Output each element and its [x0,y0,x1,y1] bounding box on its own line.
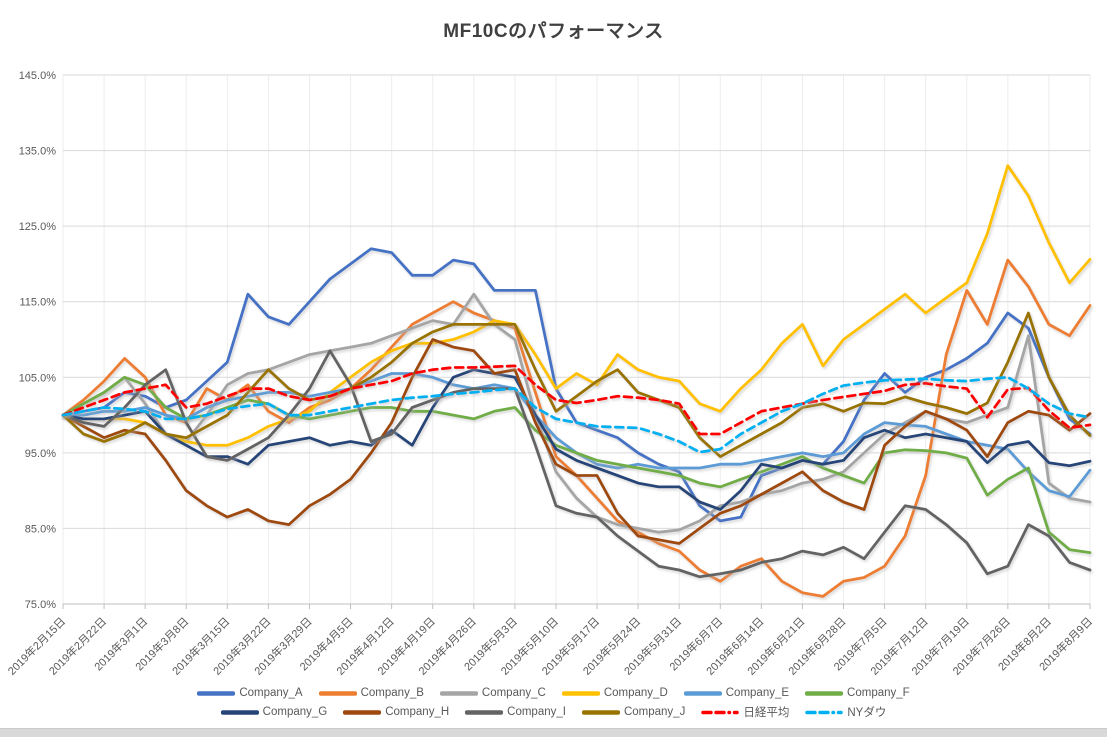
legend-item-nikkei[interactable]: 日経平均 [701,704,789,720]
legend-item-company_a[interactable]: Company_A [197,687,303,699]
legend-row: Company_A Company_B Company_C Company_D Comp… [197,687,910,699]
series-line-company_d[interactable] [61,164,1092,447]
series-line-company_g[interactable] [61,368,1092,511]
series-line-nikkei[interactable] [61,364,1092,436]
legend-label-company_d: Company_D [603,687,668,699]
y-tick-label: 145.0% [19,70,57,82]
legend-label-company_a: Company_A [239,687,303,699]
series-line-company_f[interactable] [61,375,1092,554]
legend-label-company_c: Company_C [481,687,546,699]
legend-line-sample-company_f [805,690,844,696]
legend-line-sample-company_b [318,690,357,696]
legend-label-company_b: Company_B [360,687,424,699]
line-chart-plot: 145.0% 135.0% 125.0% 115.0% 105.0% 95.0% 85.0%… [5,70,1096,678]
legend-line-sample-company_i [465,709,504,715]
y-tick-label: 105.0% [19,372,57,384]
legend-label-nikkei: 日経平均 [743,707,790,719]
legend-item-company_d[interactable]: Company_D [561,687,668,699]
series-line-company_b[interactable] [61,258,1092,598]
y-tick-label: 85.0% [25,523,56,535]
legend-label-company_i: Company_I [507,706,566,718]
legend-label-company_h: Company_H [385,706,450,718]
legend-line-sample-company_a [197,690,236,696]
legend-label-company_j: Company_J [623,706,686,718]
window-bottom-edge [0,728,1107,737]
legend-line-sample-company_e [683,690,722,696]
legend-item-company_f[interactable]: Company_F [805,687,910,699]
legend-line-sample-company_h [343,709,382,715]
legend-item-company_b[interactable]: Company_B [318,687,424,699]
legend-item-nydow[interactable]: NYダウ [805,704,886,720]
y-tick-label: 75.0% [25,599,56,611]
legend-item-company_g[interactable]: Company_G [220,706,328,718]
legend-line-sample-company_d [561,690,600,696]
legend-line-sample-company_g [220,709,259,715]
series-line-company_h[interactable] [61,338,1092,545]
legend-item-company_i[interactable]: Company_I [465,706,566,718]
legend-item-company_c[interactable]: Company_C [439,687,546,699]
legend-item-company_j[interactable]: Company_J [581,706,686,718]
legend-label-company_e: Company_E [725,687,790,699]
chart-title: MF10Cのパフォーマンス [443,21,664,42]
legend-line-sample-company_j [581,709,620,715]
y-tick-label: 125.0% [19,221,57,233]
legend-item-company_e[interactable]: Company_E [683,687,790,699]
legend-row: Company_G Company_H Company_I Company_J 日経平均… [220,704,886,720]
series-line-company_i[interactable] [61,349,1092,579]
y-tick-label: 135.0% [19,146,57,158]
legend-line-sample-nydow [805,710,844,714]
y-tick-label: 95.0% [25,448,56,460]
legend-label-company_g: Company_G [262,706,328,718]
legend-label-company_f: Company_F [847,687,910,699]
legend-line-sample-nikkei [701,710,740,714]
chart-legend: Company_A Company_B Company_C Company_D Comp… [0,687,1107,720]
legend-label-nydow: NYダウ [847,707,887,719]
legend-item-company_h[interactable]: Company_H [343,706,449,718]
y-tick-label: 115.0% [20,297,57,309]
series-line-nydow[interactable] [61,375,1092,454]
legend-line-sample-company_c [439,690,478,696]
